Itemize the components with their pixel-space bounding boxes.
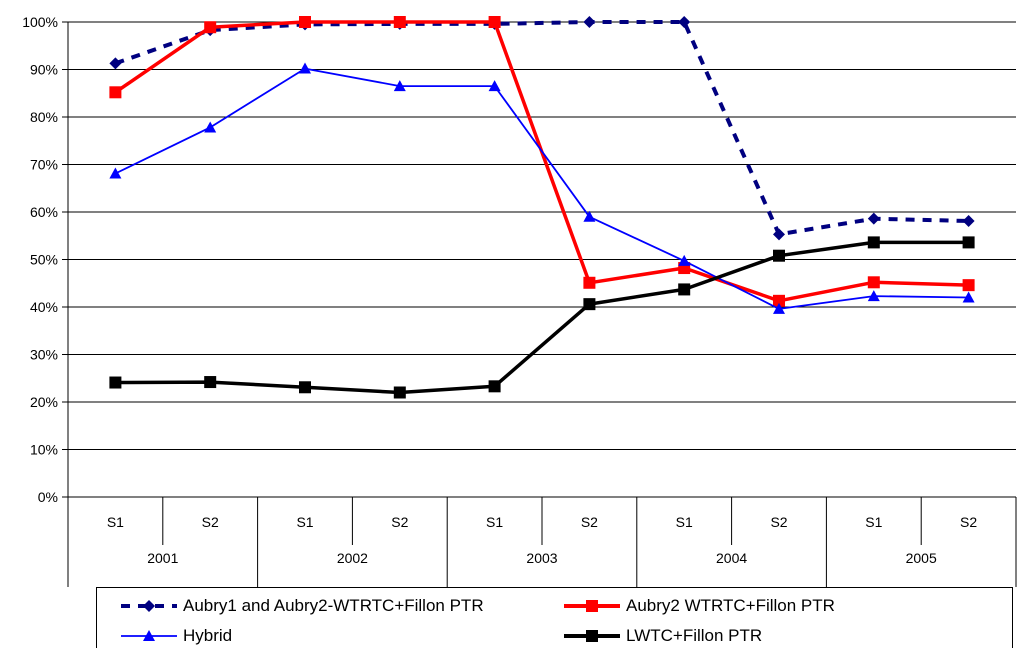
data-point-square <box>773 294 785 307</box>
data-point-triangle <box>109 167 122 179</box>
data-point-square <box>583 298 596 311</box>
series-2 <box>109 62 975 314</box>
legend-swatch-dashed-diamond <box>121 600 177 612</box>
data-point-square <box>109 376 122 389</box>
gridlines <box>62 21 1017 587</box>
x-category-label: S2 <box>960 514 977 530</box>
series-line <box>114 20 969 237</box>
x-group-label: 2005 <box>906 550 937 566</box>
x-category-label: S2 <box>770 514 787 530</box>
x-category-label: S2 <box>581 514 598 530</box>
series-line <box>114 20 969 303</box>
legend-label: Aubry1 and Aubry2-WTRTC+Fillon PTR <box>183 596 484 615</box>
y-tick-label: 50% <box>30 252 58 268</box>
y-tick-label: 30% <box>30 347 58 363</box>
x-category-label: S2 <box>391 514 408 530</box>
legend-item-aubry1-aubry2: Aubry1 and Aubry2-WTRTC+Fillon PTR <box>119 594 484 618</box>
series-1 <box>109 16 975 307</box>
series-line <box>115 67 969 310</box>
data-point-triangle <box>393 80 406 92</box>
x-category-label: S1 <box>676 514 693 530</box>
data-point-square <box>204 376 217 389</box>
y-tick-label: 40% <box>30 299 58 315</box>
legend-label: Hybrid <box>183 626 233 645</box>
data-point-square <box>678 283 691 296</box>
data-point-square <box>488 380 501 393</box>
series-line <box>115 240 969 395</box>
data-point-triangle <box>204 121 217 133</box>
legend-item-lwtc: LWTC+Fillon PTR <box>562 624 762 648</box>
x-category-label: S1 <box>296 514 313 530</box>
data-point-square <box>299 16 311 28</box>
data-point-triangle <box>962 291 975 303</box>
data-point-diamond <box>109 57 122 70</box>
x-category-label: S1 <box>486 514 503 530</box>
x-group-label: 2003 <box>526 550 557 566</box>
legend-item-aubry2: Aubry2 WTRTC+Fillon PTR <box>562 594 835 618</box>
y-tick-label: 90% <box>30 62 58 78</box>
data-point-square <box>773 249 785 262</box>
data-point-diamond <box>583 16 596 28</box>
x-group-label: 2004 <box>716 550 747 566</box>
x-axis: S1 S2 S1 S2 S1 S2 S1 S2 S1 S2 2001 2002 2003 2004 2005 <box>107 497 977 587</box>
data-point-triangle <box>773 302 785 314</box>
legend-label: Aubry2 WTRTC+Fillon PTR <box>626 596 835 615</box>
legend: Aubry1 and Aubry2-WTRTC+Fillon PTR Aubry… <box>96 587 1013 648</box>
y-tick-label: 10% <box>30 442 58 458</box>
data-point-triangle <box>583 210 596 222</box>
x-group-label: 2001 <box>147 550 178 566</box>
data-point-square <box>867 276 880 289</box>
legend-label: LWTC+Fillon PTR <box>626 626 763 645</box>
y-tick-label: 70% <box>30 157 58 173</box>
legend-swatch-red-square <box>564 600 620 612</box>
series-0 <box>109 16 975 241</box>
data-point-square <box>867 236 880 249</box>
line-chart: 0%10%20%30%40%50%60%70%80%90%100% S1 S2 S1… <box>22 14 1017 587</box>
data-point-square <box>583 276 596 289</box>
data-point-square <box>204 21 217 34</box>
data-point-square <box>962 236 975 249</box>
data-point-square <box>962 279 975 292</box>
data-point-triangle <box>867 290 880 302</box>
data-point-triangle <box>299 62 311 74</box>
y-tick-label: 20% <box>30 394 58 410</box>
data-point-triangle <box>678 254 691 266</box>
data-point-square <box>393 16 406 28</box>
data-point-square <box>109 86 122 99</box>
y-tick-label: 100% <box>22 14 58 30</box>
data-point-diamond <box>678 16 691 28</box>
y-tick-label: 80% <box>30 109 58 125</box>
y-axis-ticks: 0% 10% 20% 30% 40% 50% 60% 70% 80% 90% 100% <box>22 14 58 505</box>
legend-swatch-blue-triangle <box>121 630 177 641</box>
data-point-triangle <box>488 80 501 92</box>
x-group-label: 2002 <box>337 550 368 566</box>
legend-item-hybrid: Hybrid <box>119 624 232 648</box>
legend-swatch-black-square <box>564 630 620 642</box>
y-tick-label: 60% <box>30 204 58 220</box>
series-3 <box>109 236 975 399</box>
y-tick-label: 0% <box>38 489 58 505</box>
x-category-label: S1 <box>865 514 882 530</box>
x-category-label: S2 <box>202 514 219 530</box>
data-point-square <box>488 16 501 28</box>
data-point-square <box>393 386 406 399</box>
data-point-diamond <box>962 215 975 228</box>
x-category-label: S1 <box>107 514 124 530</box>
data-point-diamond <box>773 228 785 241</box>
data-point-diamond <box>867 212 880 225</box>
series-layer <box>109 16 975 399</box>
data-point-square <box>299 381 311 394</box>
